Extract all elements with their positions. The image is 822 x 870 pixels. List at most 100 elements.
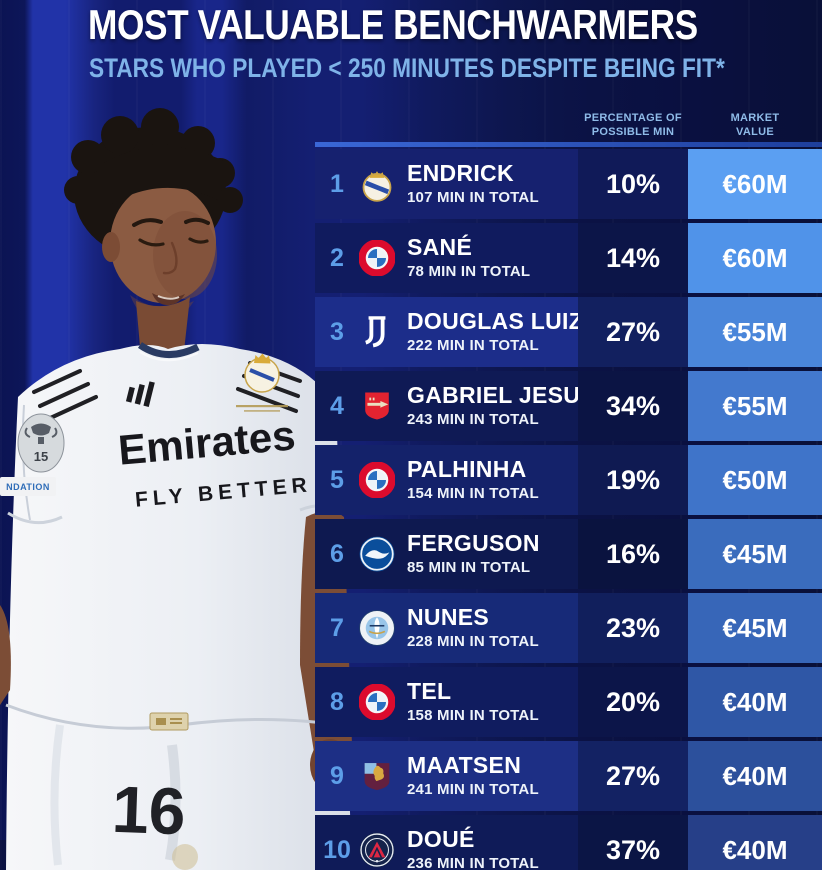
player-name: GABRIEL JESUS bbox=[407, 382, 596, 409]
table-row: 5 PALHINHA 154 MIN IN TOTAL 19% €50M bbox=[315, 445, 822, 515]
table-body: 1 ENDRICK 107 MIN IN TOTAL 10% €60M 2 SA… bbox=[315, 149, 822, 870]
rank-number: 1 bbox=[330, 169, 344, 198]
percentage-value: 14% bbox=[578, 223, 688, 293]
player-info: NUNES 228 MIN IN TOTAL bbox=[407, 604, 539, 650]
table-top-accent-bar bbox=[315, 142, 822, 147]
arsenal-badge bbox=[359, 388, 395, 424]
player-info: TEL 158 MIN IN TOTAL bbox=[407, 678, 539, 723]
market-value: €60M bbox=[688, 223, 822, 293]
rank-number: 8 bbox=[330, 687, 344, 716]
player-minutes: 154 MIN IN TOTAL bbox=[407, 484, 539, 502]
column-headers: PERCENTAGE OF POSSIBLE MIN MARKET VALUE bbox=[315, 105, 822, 142]
table-row: 9 MAATSEN 241 MIN IN TOTAL 27% €40M bbox=[315, 741, 822, 811]
manchester-city-badge bbox=[359, 610, 395, 646]
column-header-percentage-line2: POSSIBLE MIN bbox=[591, 126, 675, 139]
rank-number: 6 bbox=[330, 539, 344, 568]
player-shorts: 16 bbox=[5, 703, 353, 870]
rank-number: 3 bbox=[330, 317, 344, 346]
table-row: 10 DOUÉ 236 MIN IN TOTAL 37% €40M bbox=[315, 815, 822, 870]
percentage-value: 27% bbox=[578, 741, 688, 811]
player-info: PALHINHA 154 MIN IN TOTAL bbox=[407, 456, 539, 502]
percentage-value: 23% bbox=[578, 593, 688, 663]
percentage-value: 20% bbox=[578, 667, 688, 737]
real-madrid-badge bbox=[359, 166, 395, 202]
table-row: 2 SANÉ 78 MIN IN TOTAL 14% €60M bbox=[315, 223, 822, 293]
player-cell: 5 PALHINHA 154 MIN IN TOTAL bbox=[315, 445, 578, 515]
player-minutes: 228 MIN IN TOTAL bbox=[407, 632, 539, 650]
player-cell: 9 MAATSEN 241 MIN IN TOTAL bbox=[315, 741, 578, 811]
club-crest bbox=[236, 353, 288, 412]
player-minutes: 107 MIN IN TOTAL bbox=[407, 188, 539, 206]
player-cell: 6 FERGUSON 85 MIN IN TOTAL bbox=[315, 519, 578, 589]
player-cell: 8 TEL 158 MIN IN TOTAL bbox=[315, 667, 578, 737]
player-info: DOUÉ 236 MIN IN TOTAL bbox=[407, 826, 539, 870]
percentage-value: 16% bbox=[578, 519, 688, 589]
player-name: DOUGLAS LUIZ bbox=[407, 308, 584, 335]
rank-number: 2 bbox=[330, 243, 344, 272]
player-minutes: 241 MIN IN TOTAL bbox=[407, 780, 539, 798]
ucl-trophy-badge: 15 bbox=[17, 413, 65, 473]
player-info: DOUGLAS LUIZ 222 MIN IN TOTAL bbox=[407, 308, 584, 354]
table-row: 4 GABRIEL JESUS 243 MIN IN TOTAL 34% €55… bbox=[315, 371, 822, 441]
percentage-value: 10% bbox=[578, 149, 688, 219]
percentage-value: 19% bbox=[578, 445, 688, 515]
market-value: €45M bbox=[688, 593, 822, 663]
player-cell: 4 GABRIEL JESUS 243 MIN IN TOTAL bbox=[315, 371, 596, 441]
market-value: €50M bbox=[688, 445, 822, 515]
aston-villa-badge bbox=[359, 758, 395, 794]
percentage-value: 37% bbox=[578, 815, 688, 870]
player-name: NUNES bbox=[407, 604, 490, 631]
player-name: ENDRICK bbox=[407, 160, 514, 187]
player-name: DOUÉ bbox=[407, 826, 475, 853]
svg-text:16: 16 bbox=[111, 772, 187, 849]
column-header-percentage-line1: PERCENTAGE OF bbox=[584, 112, 682, 124]
rank-number: 4 bbox=[330, 391, 344, 420]
market-value: €60M bbox=[688, 149, 822, 219]
brighton-badge bbox=[359, 536, 395, 572]
bayern-munich-badge bbox=[359, 240, 395, 276]
psg-badge bbox=[359, 832, 395, 868]
rank-number: 7 bbox=[330, 613, 344, 642]
player-info: FERGUSON 85 MIN IN TOTAL bbox=[407, 530, 540, 576]
player-name: PALHINHA bbox=[407, 456, 527, 483]
column-header-market-line2: VALUE bbox=[736, 126, 774, 139]
market-value: €40M bbox=[688, 815, 822, 870]
player-name: SANÉ bbox=[407, 234, 473, 261]
player-minutes: 222 MIN IN TOTAL bbox=[407, 336, 539, 354]
player-cell: 1 ENDRICK 107 MIN IN TOTAL bbox=[315, 149, 578, 219]
foundation-patch: NDATION bbox=[0, 477, 56, 496]
page-subtitle: STARS WHO PLAYED < 250 MINUTES DESPITE B… bbox=[89, 53, 725, 83]
player-minutes: 243 MIN IN TOTAL bbox=[407, 410, 539, 428]
player-cell: 10 DOUÉ 236 MIN IN TOTAL bbox=[315, 815, 578, 870]
player-minutes: 78 MIN IN TOTAL bbox=[407, 262, 531, 280]
rank-number: 9 bbox=[330, 761, 344, 790]
column-header-market-value: MARKET VALUE bbox=[688, 111, 822, 140]
juventus-badge bbox=[359, 314, 395, 350]
player-info: SANÉ 78 MIN IN TOTAL bbox=[407, 234, 531, 280]
bayern-munich-badge bbox=[359, 462, 395, 498]
bayern-munich-badge bbox=[359, 684, 395, 720]
column-header-market-line1: MARKET bbox=[730, 112, 780, 124]
table-row: 6 FERGUSON 85 MIN IN TOTAL 16% €45M bbox=[315, 519, 822, 589]
player-cell: 3 DOUGLAS LUIZ 222 MIN IN TOTAL bbox=[315, 297, 583, 367]
table-row: 7 NUNES 228 MIN IN TOTAL 23% €45M bbox=[315, 593, 822, 663]
player-name: FERGUSON bbox=[407, 530, 540, 557]
player-face bbox=[102, 146, 224, 323]
table-row: 1 ENDRICK 107 MIN IN TOTAL 10% €60M bbox=[315, 149, 822, 219]
table-row: 8 TEL 158 MIN IN TOTAL 20% €40M bbox=[315, 667, 822, 737]
page-title: MOST VALUABLE BENCHWARMERS bbox=[88, 1, 698, 48]
player-info: MAATSEN 241 MIN IN TOTAL bbox=[407, 752, 539, 798]
player-name: MAATSEN bbox=[407, 752, 522, 779]
column-header-percentage: PERCENTAGE OF POSSIBLE MIN bbox=[578, 111, 688, 140]
market-value: €45M bbox=[688, 519, 822, 589]
svg-text:NDATION: NDATION bbox=[6, 482, 50, 492]
player-name: TEL bbox=[407, 678, 452, 705]
rank-number: 5 bbox=[330, 465, 344, 494]
market-value: €55M bbox=[688, 297, 822, 367]
player-minutes: 85 MIN IN TOTAL bbox=[407, 558, 531, 576]
player-cell: 7 NUNES 228 MIN IN TOTAL bbox=[315, 593, 578, 663]
player-cell: 2 SANÉ 78 MIN IN TOTAL bbox=[315, 223, 578, 293]
market-value: €55M bbox=[688, 371, 822, 441]
ranking-table: PERCENTAGE OF POSSIBLE MIN MARKET VALUE … bbox=[315, 105, 822, 870]
